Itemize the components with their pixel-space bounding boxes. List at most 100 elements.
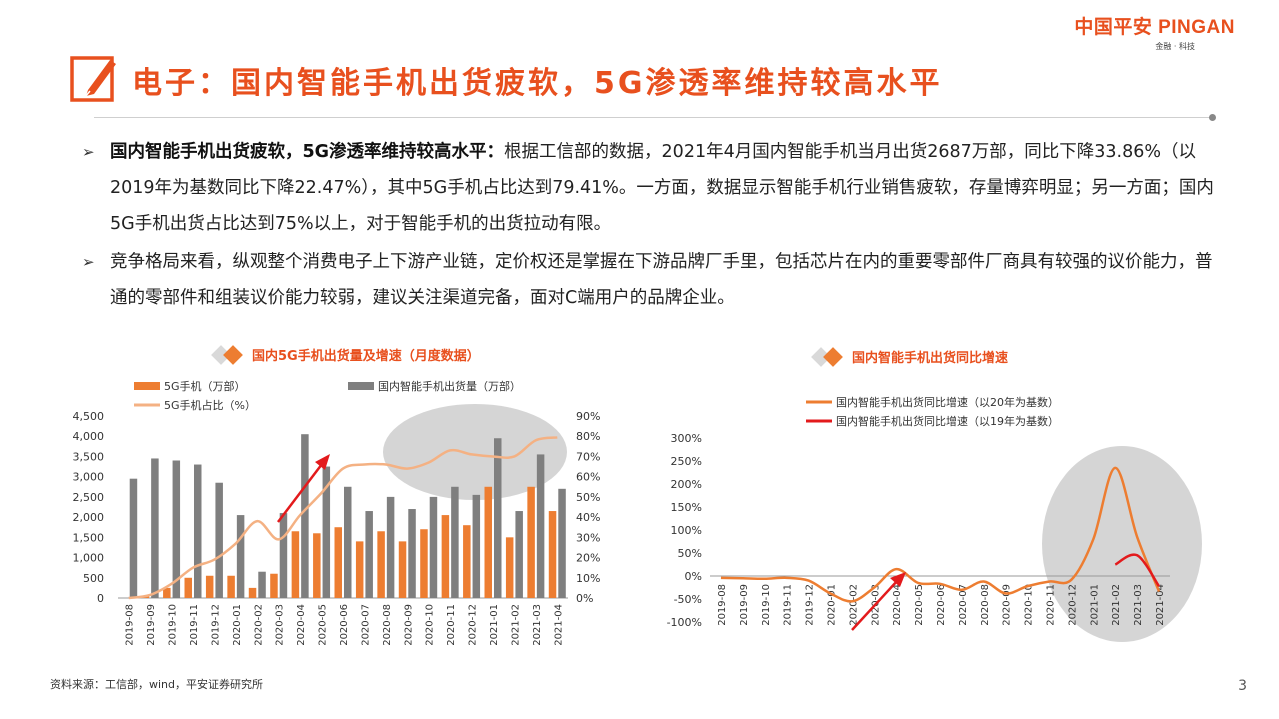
bar-total bbox=[558, 488, 566, 598]
bar-5g bbox=[163, 587, 171, 598]
chart2-title-text: 国内智能手机出货同比增速 bbox=[852, 351, 1009, 366]
bar-5g bbox=[270, 573, 278, 598]
legend-label: 国内智能手机出货量（万部） bbox=[378, 379, 521, 393]
x-tick-label: 2020-06 bbox=[339, 604, 350, 646]
x-tick-label: 2021-04 bbox=[553, 604, 564, 646]
chart2-title: 国内智能手机出货同比增速 bbox=[811, 346, 1009, 367]
bar-5g bbox=[205, 575, 214, 598]
bar-5g bbox=[505, 537, 514, 598]
y-tick-right: 20% bbox=[576, 552, 600, 565]
y-tick-left: 4,500 bbox=[73, 410, 105, 423]
x-tick-label: 2020-06 bbox=[936, 584, 947, 626]
bar-total bbox=[236, 515, 245, 598]
x-tick-label: 2020-12 bbox=[468, 604, 479, 646]
x-tick-label: 2020-02 bbox=[848, 584, 859, 626]
x-tick-label: 2020-10 bbox=[1024, 584, 1035, 626]
line-yoy-2019-base bbox=[1114, 553, 1161, 588]
x-tick-label: 2019-12 bbox=[210, 604, 221, 646]
source-note: 资料来源：工信部，wind，平安证券研究所 bbox=[50, 678, 264, 691]
bar-5g bbox=[398, 541, 407, 598]
bar-total bbox=[515, 511, 523, 598]
y-tick: 100% bbox=[671, 524, 702, 537]
y-tick-left: 1,000 bbox=[73, 552, 105, 565]
bar-5g bbox=[291, 531, 300, 598]
x-tick-label: 2021-01 bbox=[1089, 584, 1100, 626]
bar-5g bbox=[313, 533, 321, 598]
bar-total bbox=[215, 482, 223, 598]
chart-yoy-growth: 国内智能手机出货同比增速（以20年为基数） 国内智能手机出货同比增速（以19年为基… bbox=[667, 395, 1202, 642]
legend-label: 国内智能手机出货同比增速（以20年为基数） bbox=[836, 395, 1059, 409]
bar-5g bbox=[248, 587, 257, 598]
x-tick-label: 2019-08 bbox=[717, 584, 728, 626]
y-tick-left: 0 bbox=[97, 592, 104, 605]
page-number: 3 bbox=[1238, 678, 1247, 694]
x-tick-label: 2021-03 bbox=[1133, 584, 1144, 626]
legend-label: 国内智能手机出货同比增速（以19年为基数） bbox=[836, 414, 1059, 428]
x-tick-label: 2020-02 bbox=[253, 604, 264, 646]
y-tick: -100% bbox=[667, 616, 702, 629]
line-yoy-2020-base bbox=[720, 466, 1161, 603]
bar-total bbox=[451, 486, 459, 598]
diamond-icon bbox=[223, 344, 243, 365]
x-tick-label: 2021-03 bbox=[532, 604, 543, 646]
highlight-ellipse bbox=[1042, 446, 1202, 642]
x-tick-label: 2020-11 bbox=[1046, 584, 1057, 626]
diamond-icon bbox=[823, 346, 843, 367]
pencil-edit-icon bbox=[70, 56, 116, 102]
y-tick: 0% bbox=[685, 570, 702, 583]
bar-total bbox=[408, 509, 416, 598]
x-tick-label: 2020-04 bbox=[296, 604, 307, 646]
y-tick: 50% bbox=[678, 547, 702, 560]
trend-arrow-shaft bbox=[277, 463, 323, 523]
bar-total bbox=[194, 464, 202, 598]
chart1-title-text: 国内5G手机出货量及增速（月度数据） bbox=[252, 349, 480, 364]
bar-5g bbox=[355, 541, 364, 598]
bar-5g bbox=[377, 531, 385, 598]
bar-5g bbox=[334, 527, 342, 598]
bar-total bbox=[365, 511, 373, 598]
arrow-bullet-icon: ➢ bbox=[82, 143, 95, 161]
x-tick-label: 2021-02 bbox=[510, 604, 521, 646]
brand-tagline: 金融 · 科技 bbox=[1155, 42, 1195, 51]
y-tick-right: 0% bbox=[576, 592, 593, 605]
y-tick-right: 90% bbox=[576, 410, 600, 423]
legend-label: 5G手机占比（%） bbox=[164, 398, 256, 412]
x-tick-label: 2020-12 bbox=[1067, 584, 1078, 626]
x-tick-label: 2021-04 bbox=[1155, 584, 1166, 626]
bar-5g bbox=[527, 486, 535, 598]
y-tick: -50% bbox=[674, 593, 702, 606]
bar-total bbox=[129, 478, 138, 598]
slide-title: 电子：国内智能手机出货疲软，5G渗透率维持较高水平 bbox=[132, 66, 943, 101]
x-tick-label: 2019-10 bbox=[168, 604, 179, 646]
bullet-body: 竞争格局来看，纵观整个消费电子上下游产业链，定价权还是掌握在下游品牌厂手里，包括… bbox=[110, 252, 1213, 308]
bar-total bbox=[258, 571, 266, 598]
y-tick-left: 2,000 bbox=[73, 511, 105, 524]
title-divider bbox=[94, 117, 1214, 118]
y-tick-left: 3,500 bbox=[73, 450, 105, 463]
x-tick-label: 2019-10 bbox=[761, 584, 772, 626]
bar-total bbox=[151, 458, 159, 598]
bar-total bbox=[279, 513, 288, 598]
bar-5g bbox=[484, 486, 492, 598]
bar-total bbox=[386, 496, 395, 598]
bar-total bbox=[494, 438, 502, 598]
y-tick-right: 60% bbox=[576, 471, 600, 484]
title-divider-dot bbox=[1209, 114, 1216, 121]
x-tick-label: 2020-10 bbox=[425, 604, 436, 646]
x-tick-label: 2020-07 bbox=[360, 604, 371, 646]
y-tick: 250% bbox=[671, 455, 702, 468]
x-tick-label: 2019-08 bbox=[125, 604, 136, 646]
bar-5g bbox=[420, 529, 428, 598]
x-tick-label: 2019-11 bbox=[189, 604, 200, 646]
bar-5g bbox=[227, 575, 235, 598]
bar-total bbox=[472, 494, 481, 598]
slide-title-row: 电子：国内智能手机出货疲软，5G渗透率维持较高水平 bbox=[70, 50, 1220, 112]
brand-logo-text: 中国平安 PINGAN bbox=[1074, 17, 1235, 38]
x-tick-label: 2019-09 bbox=[739, 584, 750, 626]
y-tick: 150% bbox=[671, 501, 702, 514]
x-tick-label: 2020-03 bbox=[275, 604, 286, 646]
x-tick-label: 2020-11 bbox=[446, 604, 457, 646]
x-tick-label: 2020-01 bbox=[826, 584, 837, 626]
bar-total bbox=[301, 434, 309, 598]
y-tick-right: 40% bbox=[576, 511, 600, 524]
